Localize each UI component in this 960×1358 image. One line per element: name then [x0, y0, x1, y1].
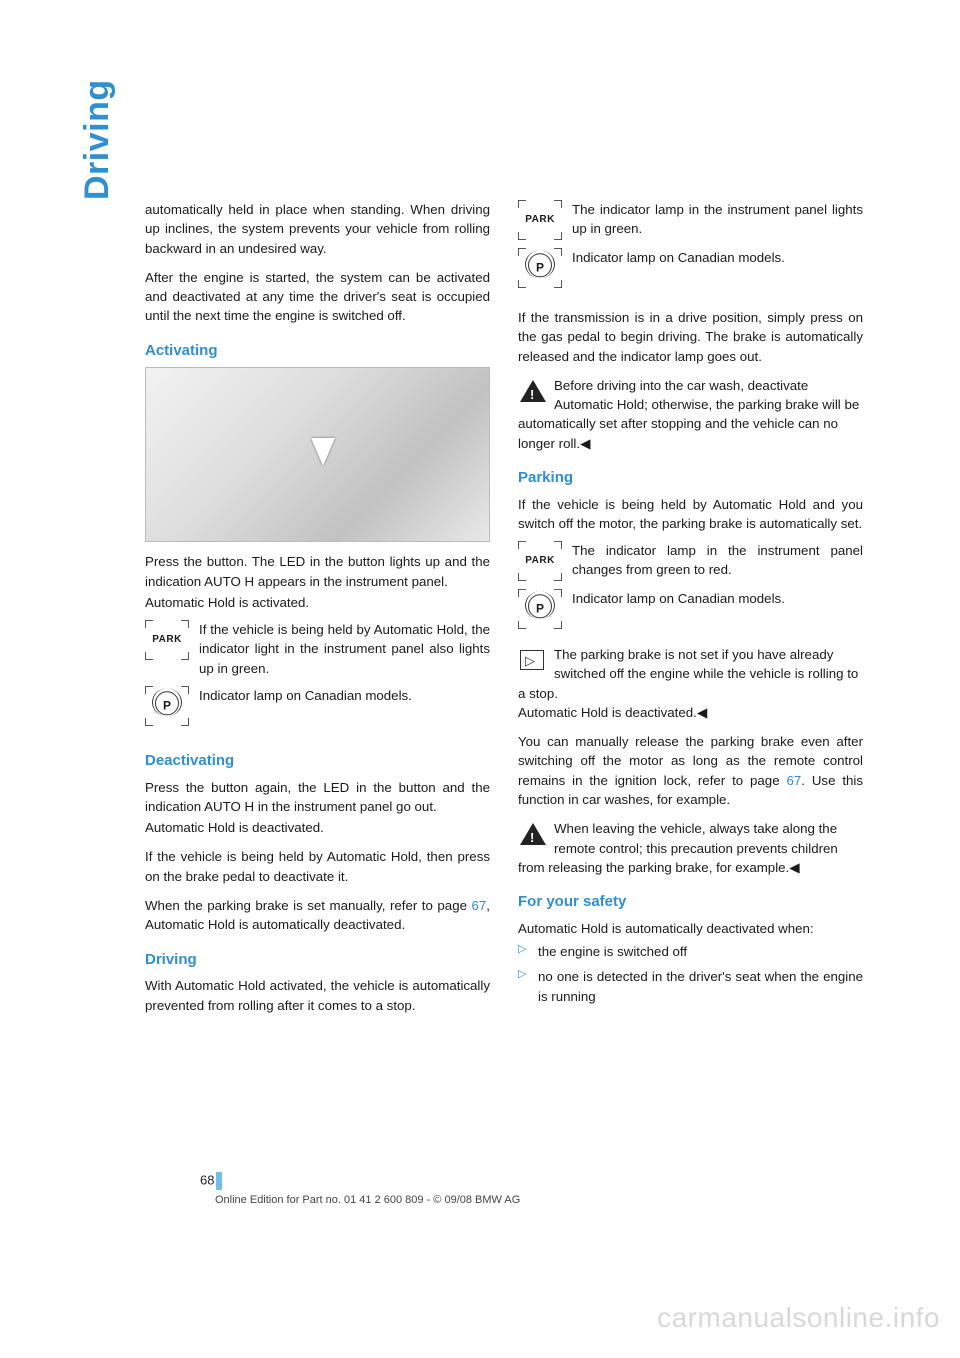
note-rolling: The parking brake is not set if you have… [518, 645, 863, 703]
body-text: The indicator lamp in the instrument pan… [572, 541, 863, 580]
page-content: automatically held in place when standin… [0, 0, 960, 1160]
watermark-text: carmanualsonline.info [657, 1302, 940, 1334]
body-text: If the vehicle is being held by Automati… [199, 620, 490, 678]
heading-safety: For your safety [518, 891, 863, 913]
safety-bullet-list: the engine is switched off no one is det… [518, 942, 863, 1006]
list-item: the engine is switched off [518, 942, 863, 961]
left-column: automatically held in place when standin… [145, 200, 490, 1160]
heading-driving: Driving [145, 949, 490, 971]
heading-parking: Parking [518, 467, 863, 489]
body-text: Press the button. The LED in the button … [145, 552, 490, 591]
park-indicator-icon: PARK [145, 620, 189, 660]
list-item: no one is detected in the driver's seat … [518, 967, 863, 1006]
page-link-67[interactable]: 67 [786, 773, 801, 788]
park-indicator-icon: PARK [518, 541, 562, 581]
warning-remote: When leaving the vehicle, always take al… [518, 819, 863, 877]
park-indicator-icon: PARK [518, 200, 562, 240]
heading-deactivating: Deactivating [145, 750, 490, 772]
page-link-67[interactable]: 67 [472, 898, 487, 913]
note-icon [518, 647, 548, 673]
warning-carwash: Before driving into the car wash, deacti… [518, 376, 863, 453]
body-text: Indicator lamp on Canadian models. [572, 589, 863, 608]
heading-activating: Activating [145, 340, 490, 362]
canadian-p-indicator-icon: P [518, 248, 562, 288]
page-number-bar-icon [216, 1172, 222, 1190]
body-text: Automatic Hold is activated. [145, 593, 490, 612]
footer-text: Online Edition for Part no. 01 41 2 600 … [215, 1194, 520, 1206]
body-text: Indicator lamp on Canadian models. [572, 248, 863, 267]
body-text: Indicator lamp on Canadian models. [199, 686, 490, 705]
canadian-p-indicator-icon: P [145, 686, 189, 726]
page-number: 68 [200, 1172, 222, 1190]
body-text: With Automatic Hold activated, the vehic… [145, 976, 490, 1015]
body-text: automatically held in place when standin… [145, 200, 490, 258]
body-text: If the transmission is in a drive positi… [518, 308, 863, 366]
body-text: You can manually release the parking bra… [518, 732, 863, 809]
body-text: The indicator lamp in the instrument pan… [572, 200, 863, 239]
body-text: Press the button again, the LED in the b… [145, 778, 490, 817]
figure-button-illustration [145, 367, 490, 542]
canadian-p-indicator-icon: P [518, 589, 562, 629]
section-tab-driving: Driving [78, 79, 117, 200]
warning-icon [518, 821, 548, 847]
body-text: Automatic Hold is deactivated.◀ [518, 703, 863, 722]
right-column: PARK The indicator lamp in the instrumen… [518, 200, 863, 1160]
warning-icon [518, 378, 548, 404]
body-text: When the parking brake is set manually, … [145, 896, 490, 935]
body-text: Automatic Hold is deactivated. [145, 818, 490, 837]
body-text: If the vehicle is being held by Automati… [145, 847, 490, 886]
body-text: Automatic Hold is automatically deactiva… [518, 919, 863, 938]
body-text: After the engine is started, the system … [145, 268, 490, 326]
body-text: If the vehicle is being held by Automati… [518, 495, 863, 534]
